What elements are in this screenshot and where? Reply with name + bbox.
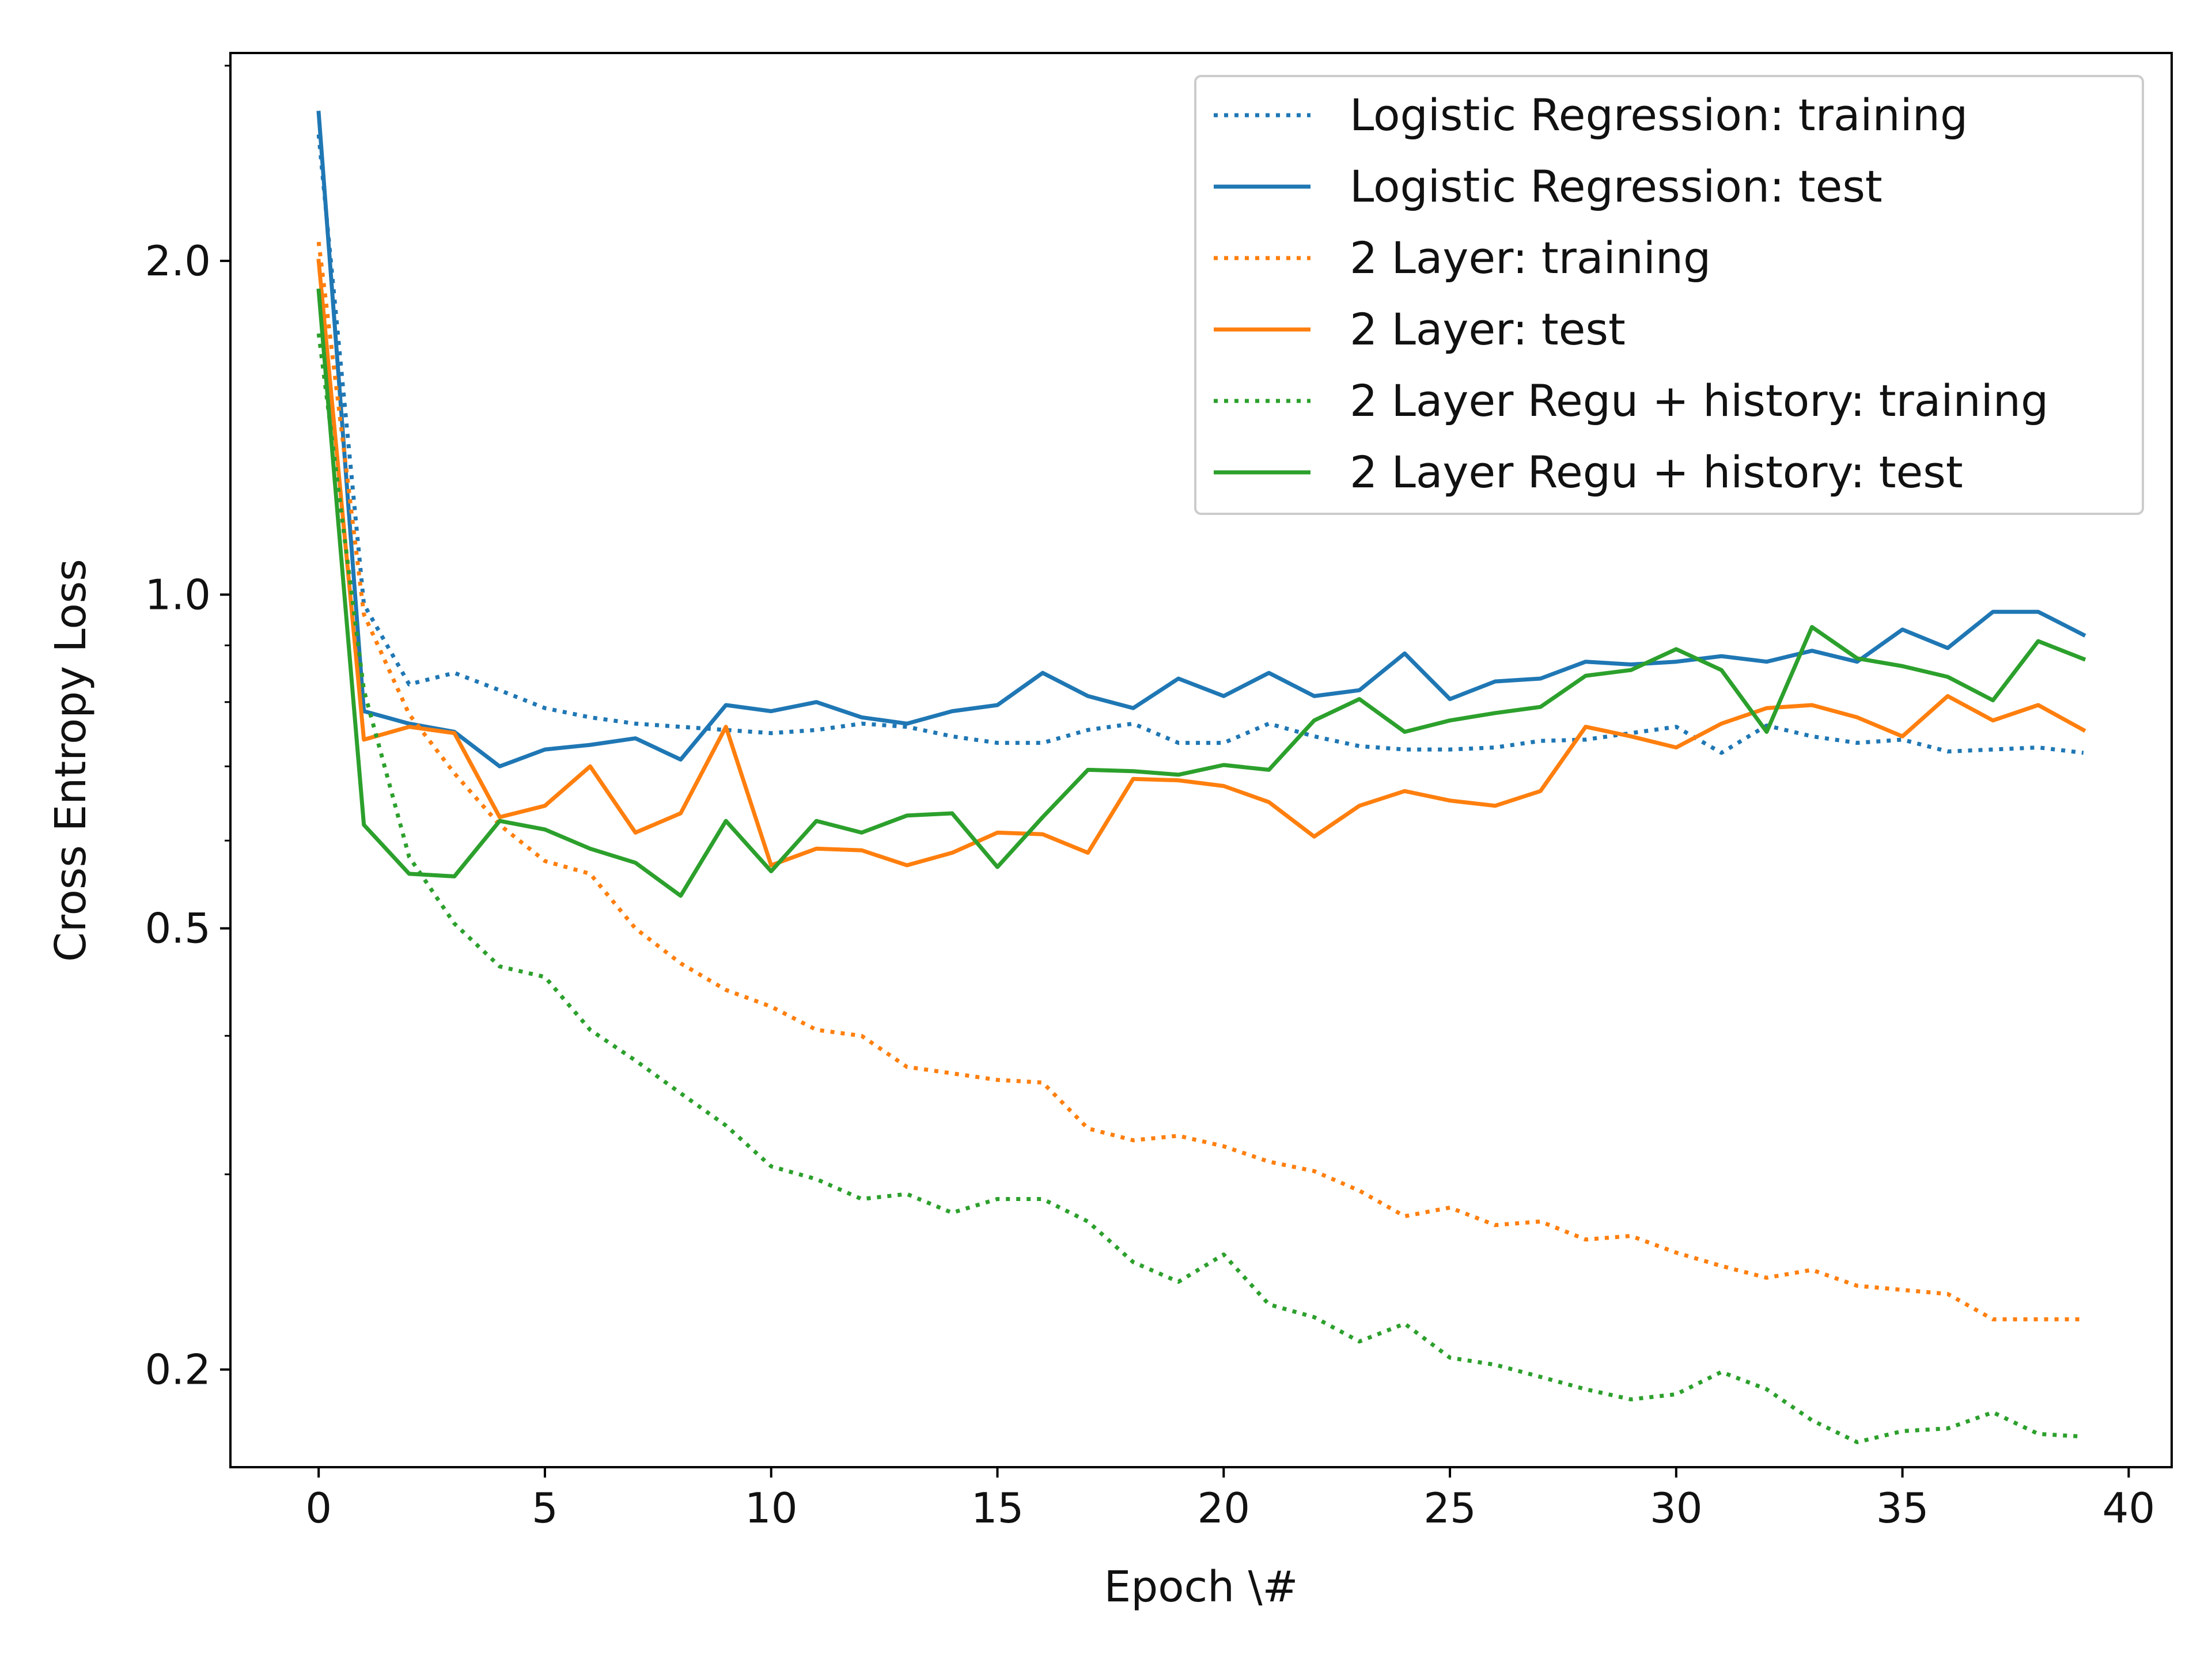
x-axis-label: Epoch \# <box>1104 1562 1298 1612</box>
legend-label-1: Logistic Regression: training <box>1350 89 1968 141</box>
series-line-6 <box>316 288 2086 898</box>
legend-label-6: 2 Layer Regu + history: test <box>1350 446 1963 498</box>
series-line-3 <box>316 241 2084 1321</box>
x-tick-label: 25 <box>1423 1484 1476 1532</box>
series-line-4 <box>316 259 2086 868</box>
legend-label-4: 2 Layer: test <box>1350 304 1626 355</box>
legend: Logistic Regression: training Logistic Re… <box>1194 75 2144 515</box>
legend-label-2: Logistic Regression: test <box>1350 161 1883 212</box>
legend-label-5: 2 Layer Regu + history: training <box>1350 375 2048 426</box>
x-tick-label: 30 <box>1650 1484 1703 1532</box>
legend-label-3: 2 Layer: training <box>1350 232 1711 283</box>
y-tick-label: 0.5 <box>145 904 211 953</box>
series-layer <box>316 111 2086 1445</box>
x-axis-ticks: 0 5 10 15 20 25 30 35 40 <box>305 1467 2155 1532</box>
x-tick-label: 0 <box>305 1484 332 1532</box>
x-tick-label: 5 <box>532 1484 558 1532</box>
y-axis-ticks: 0.2 0.5 1.0 2.0 <box>145 65 230 1394</box>
y-tick-label: 2.0 <box>145 237 211 285</box>
y-tick-label: 1.0 <box>145 570 211 619</box>
x-tick-label: 15 <box>971 1484 1024 1532</box>
x-tick-label: 20 <box>1197 1484 1250 1532</box>
x-tick-label: 35 <box>1876 1484 1929 1532</box>
y-tick-label: 0.2 <box>145 1346 211 1394</box>
x-tick-label: 10 <box>745 1484 798 1532</box>
series-line-2 <box>316 111 2086 768</box>
x-tick-label: 40 <box>2103 1484 2156 1532</box>
y-axis-label: Cross Entropy Loss <box>46 559 96 962</box>
plot-frame <box>229 52 2173 1468</box>
legend-box <box>1194 75 2144 515</box>
